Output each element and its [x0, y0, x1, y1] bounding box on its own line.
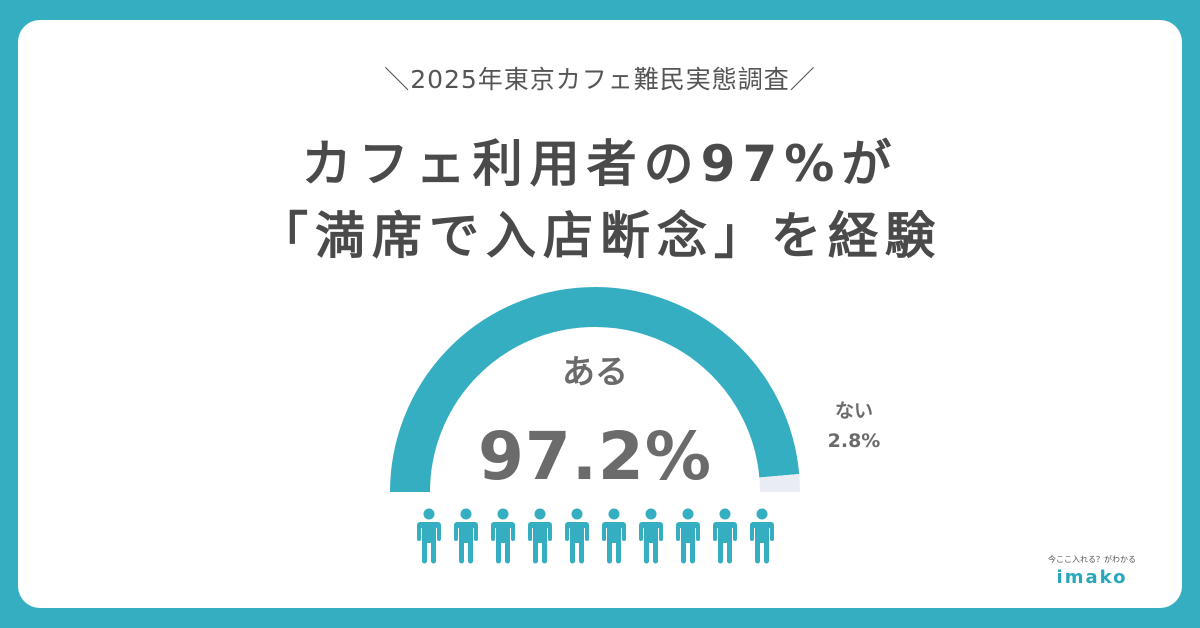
headline-line-1: カフェ利用者の97%が: [301, 135, 899, 193]
person-icon: [414, 508, 444, 564]
no-label-block: ない 2.8%: [804, 396, 904, 456]
brand-name: imako: [1056, 567, 1128, 588]
people-icon-row: [414, 508, 784, 568]
value-label-yes: 97.2%: [478, 418, 712, 495]
gauge-arc-no: [759, 473, 800, 493]
person-icon: [599, 508, 629, 564]
person-icon: [747, 508, 777, 564]
headline-line-2: 「満席で入店断念」を経験: [258, 207, 942, 265]
person-icon: [710, 508, 740, 564]
gauge-chart: [390, 287, 800, 493]
brand-logo: 今ここ入れる？がわかる imako: [1042, 554, 1142, 588]
survey-title: ＼2025年東京カフェ難民実態調査／: [384, 65, 816, 94]
value-label-no: 2.8%: [827, 430, 881, 452]
person-icon: [562, 508, 592, 564]
brand-tagline: 今ここ入れる？がわかる: [1048, 555, 1136, 564]
person-icon: [636, 508, 666, 564]
category-label-yes: ある: [562, 352, 628, 391]
person-icon: [451, 508, 481, 564]
card: ＼2025年東京カフェ難民実態調査／ カフェ利用者の97%が 「満席で入店断念」…: [18, 20, 1182, 608]
person-icon: [525, 508, 555, 564]
person-icon: [673, 508, 703, 564]
gauge-arc-yes: [390, 287, 800, 493]
category-label-no: ない: [834, 400, 873, 422]
person-icon: [488, 508, 518, 564]
